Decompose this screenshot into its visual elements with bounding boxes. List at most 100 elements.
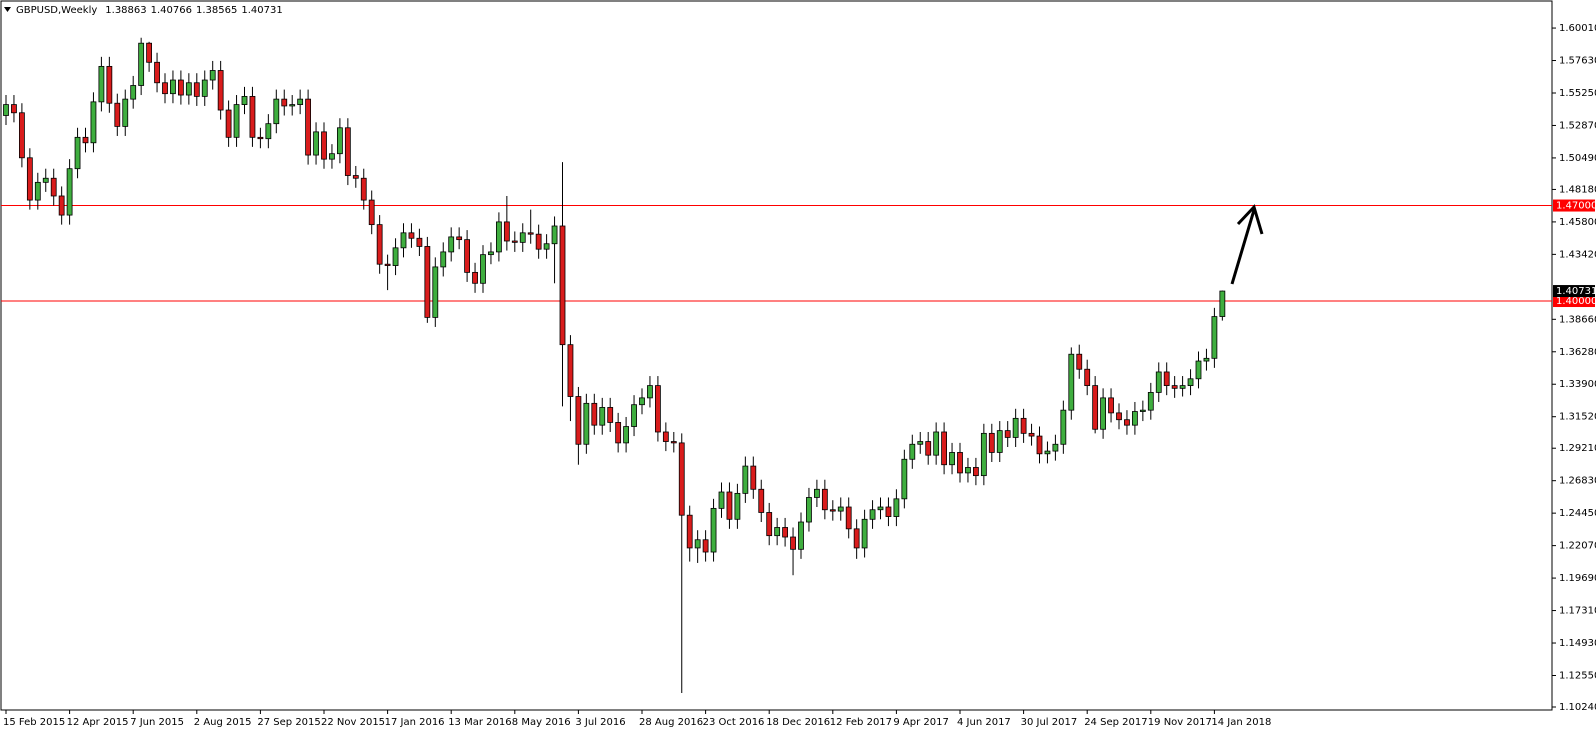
candle-body [1060, 409, 1067, 445]
candle-body [607, 407, 614, 423]
candle-body [34, 181, 41, 201]
candle-body [774, 527, 781, 537]
candle-body [869, 509, 876, 520]
candle-body [702, 539, 709, 553]
candle-body [941, 431, 947, 466]
candle-body [313, 131, 319, 156]
candle-body [686, 514, 693, 549]
candle-body [798, 521, 804, 550]
candle-body [1116, 412, 1122, 421]
candle-body [543, 243, 550, 250]
y-tick-label: 1.52870 [1559, 120, 1596, 131]
candle-body [782, 527, 788, 538]
x-tick-label: 27 Sep 2015 [257, 717, 320, 728]
x-tick-label: 12 Apr 2015 [67, 717, 129, 728]
candle-body [360, 177, 367, 201]
candle-body [559, 225, 566, 346]
candle-body [138, 42, 145, 86]
candle-body [678, 442, 685, 516]
candle-body [814, 488, 820, 498]
candle-body [193, 82, 200, 97]
current-price-box [1553, 285, 1595, 298]
candle-body [18, 112, 25, 159]
candle-body [853, 528, 860, 549]
candle-body [106, 65, 113, 104]
candle-body [726, 491, 733, 520]
candle-body [1068, 353, 1075, 411]
candle-body [1028, 432, 1035, 437]
candle-body [503, 221, 510, 242]
candle-body [321, 131, 327, 160]
candle-body [225, 109, 232, 138]
candle-body [1163, 371, 1170, 387]
candle-body [1124, 419, 1130, 426]
candle-body [1155, 371, 1162, 393]
x-tick-label: 23 Oct 2016 [703, 717, 765, 728]
header-open: 1.38863 [105, 5, 146, 16]
candle-body [26, 157, 33, 201]
candle-body [1139, 409, 1146, 412]
y-tick-label: 1.50490 [1559, 153, 1596, 164]
candle-body [74, 136, 81, 170]
x-tick-label: 2 Aug 2015 [194, 717, 252, 728]
y-tick-label: 1.14930 [1559, 638, 1596, 649]
candle-body [567, 344, 574, 397]
candle-body [583, 402, 590, 445]
candle-body [257, 136, 264, 140]
candle-body [837, 506, 844, 512]
candle-body [336, 127, 343, 155]
x-tick-label: 4 Jun 2017 [957, 717, 1011, 728]
level-label: 1.40000 [1556, 296, 1596, 307]
candle-body [893, 498, 900, 517]
candle-body [591, 402, 598, 426]
candle-body [933, 431, 940, 456]
y-tick-label: 1.60010 [1559, 23, 1596, 34]
candle-body [281, 98, 288, 107]
candle-body [1092, 385, 1099, 430]
candle-body [456, 236, 463, 241]
candle-body [432, 266, 439, 318]
candle-body [996, 430, 1003, 453]
candle-body [1195, 360, 1202, 380]
annotation-arrow [1230, 204, 1264, 285]
candle-body [344, 127, 351, 176]
candle-body [662, 431, 669, 442]
candle-body [90, 101, 97, 144]
candle-body [488, 251, 494, 256]
candle-body [297, 98, 304, 105]
candle-body [177, 79, 184, 96]
y-tick-label: 1.36280 [1559, 347, 1596, 358]
x-tick-label: 13 Mar 2016 [448, 717, 511, 728]
candle-body [742, 465, 749, 494]
y-tick-label: 1.22070 [1559, 541, 1596, 552]
x-tick-label: 30 Jul 2017 [1021, 717, 1078, 728]
candle-body [42, 177, 49, 183]
candle-body [973, 467, 979, 477]
candle-body [766, 512, 773, 537]
candle-body [440, 251, 447, 268]
candle-body [154, 61, 160, 84]
x-tick-label: 28 Aug 2016 [639, 717, 703, 728]
candle-body [917, 441, 924, 445]
candle-body [58, 195, 65, 216]
candle-body [670, 441, 677, 444]
y-tick-label: 1.55250 [1559, 88, 1596, 99]
header-low: 1.38565 [196, 5, 237, 16]
x-tick-label: 15 Feb 2015 [3, 717, 65, 728]
candle-body [114, 102, 121, 127]
candle-body [384, 263, 391, 266]
candle-body [122, 98, 129, 127]
y-tick-label: 1.12550 [1559, 670, 1596, 681]
y-tick-label: 1.48180 [1559, 184, 1596, 195]
candle-body [1052, 443, 1059, 452]
candle-body [50, 177, 57, 197]
candle-body [1036, 435, 1043, 455]
candle-body [734, 492, 741, 520]
candle-body [3, 104, 9, 116]
candle-body [599, 407, 606, 426]
x-tick-label: 22 Nov 2015 [321, 717, 385, 728]
x-tick-label: 8 May 2016 [512, 717, 571, 728]
candle-body [980, 432, 987, 477]
